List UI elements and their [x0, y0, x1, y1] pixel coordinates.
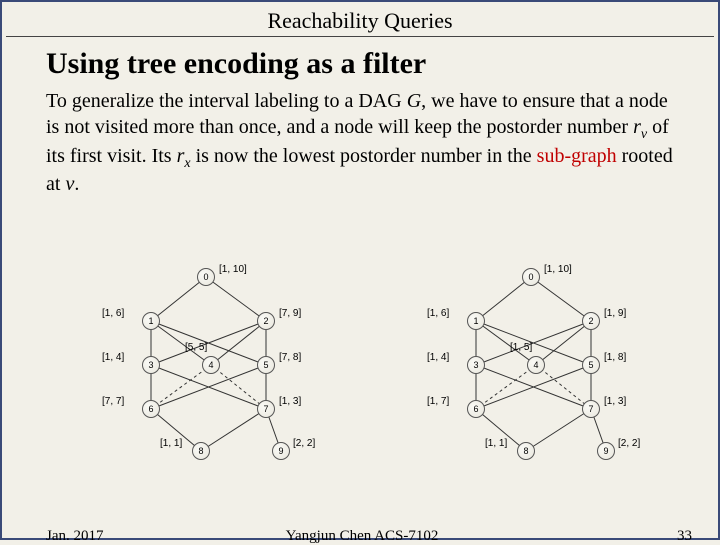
label-5: [7, 8] — [279, 352, 301, 363]
label-0: [1, 10] — [544, 264, 572, 275]
graph-node-2: 2 — [257, 312, 275, 330]
graph-node-5: 5 — [582, 356, 600, 374]
label-3: [1, 4] — [427, 352, 449, 363]
graph-node-4: 4 — [202, 356, 220, 374]
graph-node-7: 7 — [582, 400, 600, 418]
label-9: [2, 2] — [618, 438, 640, 449]
label-2: [7, 9] — [279, 308, 301, 319]
graph-node-6: 6 — [467, 400, 485, 418]
graph-node-9: 9 — [272, 442, 290, 460]
graph-node-1: 1 — [467, 312, 485, 330]
graph-node-9: 9 — [597, 442, 615, 460]
page-header: Reachability Queries — [6, 2, 714, 37]
diagram-area: 0 1 2 3 4 5 6 7 8 9 [1, 10] [1, 6] [7, 9] [1, 4] [5, 5… — [2, 250, 720, 482]
label-8: [1, 1] — [485, 438, 507, 449]
label-2: [1, 9] — [604, 308, 626, 319]
graph-node-6: 6 — [142, 400, 160, 418]
label-7: [1, 3] — [604, 396, 626, 407]
graph-node-0: 0 — [197, 268, 215, 286]
label-4: [1, 5] — [510, 342, 532, 353]
page-title: Using tree encoding as a filter — [2, 37, 718, 85]
label-8: [1, 1] — [160, 438, 182, 449]
dag-var: G — [407, 90, 421, 112]
label-0: [1, 10] — [219, 264, 247, 275]
footer-center: Yangjun Chen ACS-7102 — [2, 528, 720, 545]
slide: Reachability Queries Using tree encoding… — [0, 0, 720, 540]
graph-node-0: 0 — [522, 268, 540, 286]
graph-node-5: 5 — [257, 356, 275, 374]
label-7: [1, 3] — [279, 396, 301, 407]
label-1: [1, 6] — [427, 308, 449, 319]
body-paragraph: To generalize the interval labeling to a… — [2, 85, 718, 198]
label-1: [1, 6] — [102, 308, 124, 319]
v-var: v — [65, 173, 74, 195]
rv-r: r — [633, 116, 641, 138]
graph-node-8: 8 — [517, 442, 535, 460]
label-6: [1, 7] — [427, 396, 449, 407]
label-9: [2, 2] — [293, 438, 315, 449]
graph-node-3: 3 — [142, 356, 160, 374]
graph-node-8: 8 — [192, 442, 210, 460]
footer-page: 33 — [677, 528, 692, 545]
label-6: [7, 7] — [102, 396, 124, 407]
para-text: is now the lowest postorder number in th… — [191, 145, 537, 167]
graph-node-3: 3 — [467, 356, 485, 374]
label-4: [5, 5] — [185, 342, 207, 353]
graph-node-2: 2 — [582, 312, 600, 330]
graph-node-4: 4 — [527, 356, 545, 374]
subgraph-highlight: sub-graph — [537, 145, 617, 167]
label-5: [1, 8] — [604, 352, 626, 363]
para-text: . — [74, 173, 79, 195]
graph-node-7: 7 — [257, 400, 275, 418]
dag-left: 0 1 2 3 4 5 6 7 8 9 [1, 10] [1, 6] [7, 9] [1, 4] [5, 5… — [47, 250, 357, 482]
para-text: To generalize the interval labeling to a… — [46, 90, 407, 112]
label-3: [1, 4] — [102, 352, 124, 363]
graph-node-1: 1 — [142, 312, 160, 330]
dag-right: 0 1 2 3 4 5 6 7 8 9 [1, 10] [1, 6] [1, 9] [1, 4] [1, 5… — [372, 250, 682, 482]
